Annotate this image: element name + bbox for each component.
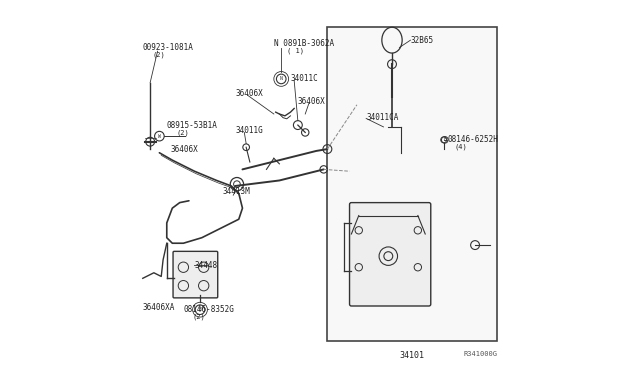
Text: 34101: 34101 bbox=[400, 351, 425, 360]
Text: (4): (4) bbox=[454, 144, 467, 151]
Text: 36406X: 36406X bbox=[170, 145, 198, 154]
FancyBboxPatch shape bbox=[349, 203, 431, 306]
Text: 36406XA: 36406XA bbox=[143, 303, 175, 312]
Text: 08146-8352G: 08146-8352G bbox=[184, 305, 234, 314]
Text: 32B65: 32B65 bbox=[410, 36, 433, 45]
Text: 08146-6252H: 08146-6252H bbox=[447, 135, 499, 144]
Text: (2): (2) bbox=[152, 52, 164, 58]
Bar bbox=[328, 27, 497, 341]
Text: 08915-53B1A: 08915-53B1A bbox=[167, 121, 218, 129]
Text: 34413M: 34413M bbox=[222, 187, 250, 196]
Text: B: B bbox=[444, 137, 446, 142]
Text: N: N bbox=[280, 76, 283, 81]
Text: 34011C: 34011C bbox=[291, 74, 318, 83]
Text: (2): (2) bbox=[177, 129, 189, 136]
Text: W: W bbox=[158, 134, 161, 139]
Text: ( 1): ( 1) bbox=[287, 48, 304, 54]
Text: 00923-1081A: 00923-1081A bbox=[143, 43, 194, 52]
Text: 34448: 34448 bbox=[195, 261, 218, 270]
Text: 34011G: 34011G bbox=[235, 126, 263, 135]
Text: R341000G: R341000G bbox=[464, 351, 498, 357]
Text: 34011CA: 34011CA bbox=[366, 113, 399, 122]
Text: 36406X: 36406X bbox=[298, 97, 326, 106]
Text: (2): (2) bbox=[193, 314, 205, 320]
Text: 36406X: 36406X bbox=[235, 89, 263, 98]
FancyBboxPatch shape bbox=[173, 251, 218, 298]
Text: N 0891B-3062A: N 0891B-3062A bbox=[274, 39, 334, 48]
Text: B: B bbox=[198, 307, 202, 312]
